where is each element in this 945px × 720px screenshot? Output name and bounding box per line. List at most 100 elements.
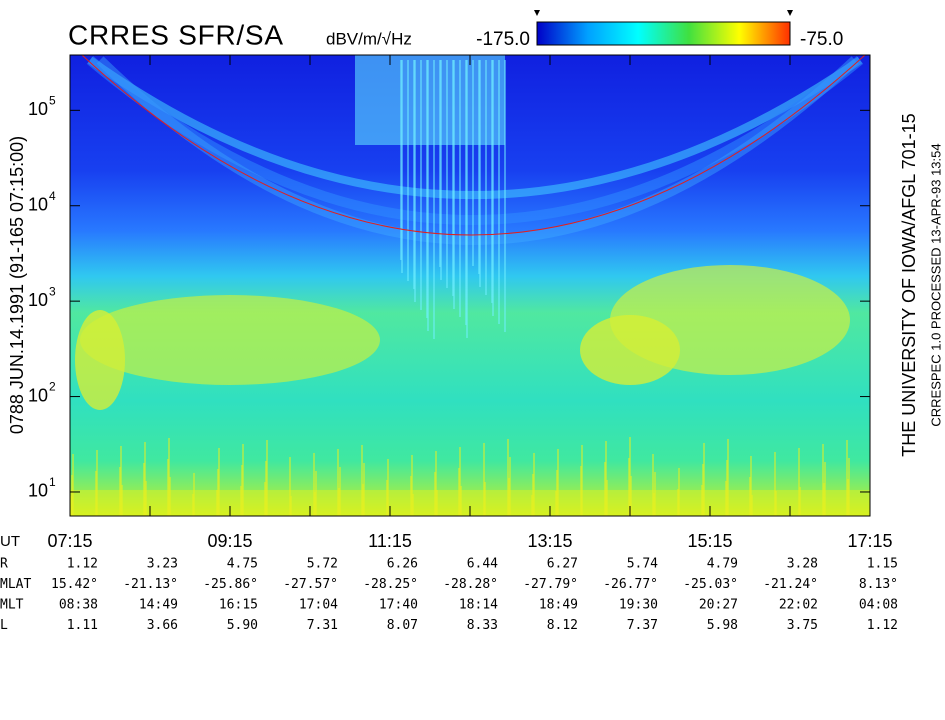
stripe	[824, 462, 826, 516]
stripe	[72, 454, 74, 516]
row-value: 5.74	[627, 557, 658, 572]
row-value: 22:02	[779, 598, 818, 613]
y-tick-exp: 3	[49, 284, 56, 298]
row-label: MLAT	[0, 577, 31, 592]
y-tick-label: 10	[28, 290, 48, 310]
row-value: 18:14	[459, 598, 498, 613]
row-value: -27.79°	[523, 577, 578, 592]
row-value: 04:08	[859, 598, 898, 613]
y-tick-label: 10	[28, 194, 48, 214]
stripe	[678, 468, 680, 516]
row-value: 6.27	[547, 557, 578, 572]
x-row-label: UT	[0, 533, 20, 550]
x-tick-label: 15:15	[687, 531, 732, 551]
row-value: 4.79	[707, 557, 738, 572]
stripe	[605, 441, 607, 516]
stripe	[121, 485, 123, 516]
x-tick-label: 09:15	[207, 531, 252, 551]
stripe	[822, 444, 824, 516]
stripe	[414, 60, 416, 302]
right-sublabel: CRRESPEC 1.0 PROCESSED 13-APR-93 13:54	[928, 143, 943, 426]
stripe	[363, 463, 365, 516]
row-value: 7.37	[627, 618, 658, 633]
stripe	[440, 60, 442, 280]
colorbar-tick	[534, 10, 540, 16]
stripe	[446, 60, 448, 288]
stripe	[420, 60, 422, 310]
row-value: 5.72	[307, 557, 338, 572]
colorbar-tick-label: -175.0	[476, 29, 530, 50]
chart-title: CRRES SFR/SA	[68, 19, 283, 50]
stripe	[453, 60, 455, 309]
stripe	[654, 472, 656, 516]
row-value: -21.13°	[123, 577, 178, 592]
row-value: 3.23	[147, 557, 178, 572]
row-label: MLT	[0, 598, 24, 613]
left-label: 0788 JUN.14.1991 (91-165 07:15:00)	[7, 136, 27, 434]
row-label: L	[0, 618, 8, 633]
stripe	[193, 473, 195, 516]
row-value: 6.44	[467, 557, 498, 572]
row-value: -25.03°	[683, 577, 738, 592]
stripe	[798, 448, 800, 516]
stripe	[459, 60, 461, 317]
row-value: 3.28	[787, 557, 818, 572]
stripe	[581, 445, 583, 516]
colorbar	[536, 21, 791, 46]
stripe	[436, 490, 438, 516]
stripe	[315, 471, 317, 516]
stripe	[533, 453, 535, 516]
stripe	[507, 439, 509, 516]
row-value: 15.42°	[51, 577, 98, 592]
row-value: 19:30	[619, 598, 658, 613]
y-tick-exp: 5	[49, 93, 56, 107]
x-tick-label: 13:15	[527, 531, 572, 551]
stripe	[411, 455, 413, 516]
row-value: -21.24°	[763, 577, 818, 592]
row-value: 5.98	[707, 618, 738, 633]
stripe	[435, 451, 437, 516]
stripe	[459, 447, 461, 516]
row-value: -28.25°	[363, 577, 418, 592]
row-value: 1.15	[867, 557, 898, 572]
row-value: -25.86°	[203, 577, 258, 592]
row-value: 17:40	[379, 598, 418, 613]
row-value: 16:15	[219, 598, 258, 613]
colorbar-label: dBV/m/√Hz	[326, 29, 412, 48]
stripe	[727, 439, 729, 516]
x-tick-label: 17:15	[847, 531, 892, 551]
stripe	[492, 60, 494, 316]
y-tick-exp: 2	[49, 380, 56, 394]
stripe	[218, 448, 220, 516]
stripe	[169, 477, 171, 516]
stripe	[485, 60, 487, 295]
row-value: 1.11	[67, 618, 98, 633]
row-value: 8.12	[547, 618, 578, 633]
y-tick-label: 10	[28, 385, 48, 405]
colorbar-tick-label: -75.0	[800, 29, 843, 50]
row-value: 8.13°	[859, 577, 898, 592]
row-value: 8.33	[467, 618, 498, 633]
patch	[580, 315, 680, 385]
stripe	[407, 60, 409, 281]
patch	[75, 310, 125, 410]
stripe	[557, 449, 559, 516]
x-tick-label: 07:15	[47, 531, 92, 551]
y-tick-exp: 4	[49, 189, 56, 203]
stripes	[70, 60, 850, 516]
row-value: 14:49	[139, 598, 178, 613]
stripe	[96, 450, 98, 516]
stripe	[472, 60, 474, 266]
stripe	[339, 467, 341, 516]
row-value: 8.07	[387, 618, 418, 633]
y-tick-label: 10	[28, 481, 48, 501]
x-tick-label: 11:15	[368, 531, 412, 551]
row-value: 20:27	[699, 598, 738, 613]
stripe	[290, 496, 292, 516]
stripe	[750, 456, 752, 516]
stripe	[361, 445, 363, 516]
stripe	[703, 443, 705, 516]
gyrofrequency-line	[81, 54, 866, 236]
stripe	[483, 443, 485, 516]
row-value: 1.12	[867, 618, 898, 633]
